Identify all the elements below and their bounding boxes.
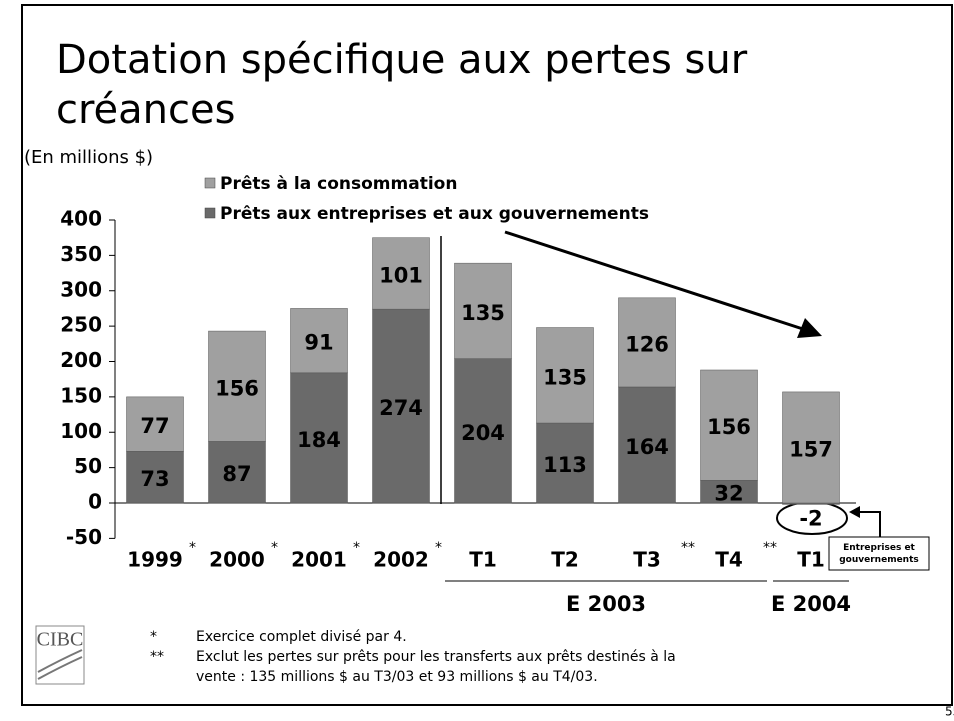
- bar-segment: [290, 308, 348, 374]
- x-tick-label: T4: [715, 548, 743, 572]
- y-tick-label: 200: [60, 348, 102, 372]
- annotation-part: gouvernements: [839, 555, 919, 565]
- legend-label: Prêts à la consommation: [220, 174, 457, 194]
- y-tick-label: 100: [60, 419, 102, 443]
- subtitle: (En millions $): [24, 147, 153, 168]
- bar-segment: [454, 262, 512, 359]
- footnote-symbol: **: [150, 649, 164, 665]
- bar-segment: [536, 422, 594, 504]
- x-tick-label: 2000: [209, 548, 265, 572]
- x-tick-label: T1: [797, 548, 825, 572]
- title-line: créances: [56, 87, 235, 133]
- bar-segment: [208, 330, 266, 442]
- value-label: 274: [379, 396, 423, 420]
- footnote-text: Exercice complet divisé par 4.: [196, 629, 407, 645]
- bar-segment: [372, 237, 430, 310]
- value-label: 91: [304, 331, 333, 355]
- value-label: 135: [543, 365, 587, 389]
- value-label: 157: [789, 437, 833, 461]
- bar-segment: [618, 297, 676, 388]
- value-label: 87: [222, 462, 251, 486]
- value-label: 101: [379, 263, 423, 287]
- footnote-text: Exclut les pertes sur prêts pour les tra…: [196, 649, 676, 665]
- y-tick-label: 50: [74, 454, 102, 478]
- footnote-mark: *: [189, 540, 196, 556]
- bar-segment: [536, 327, 594, 424]
- value-label: 164: [625, 435, 669, 459]
- title-line: Dotation spécifique aux pertes sur: [56, 37, 748, 83]
- legend-swatch: [204, 177, 216, 189]
- y-tick-label: 150: [60, 383, 102, 407]
- trend-arrow: [504, 230, 807, 332]
- arrow-head: [849, 506, 860, 518]
- bar-segment: [126, 396, 184, 452]
- page-number: 55: [945, 705, 954, 719]
- value-label: -2: [799, 506, 822, 530]
- value-label: 73: [140, 467, 169, 491]
- y-tick-label: 250: [60, 313, 102, 337]
- y-tick-label: 300: [60, 277, 102, 301]
- y-tick-label: 350: [60, 242, 102, 266]
- y-tick-label: -50: [66, 525, 102, 549]
- footnote-symbol: *: [150, 629, 157, 645]
- logo-swoosh: [37, 649, 83, 680]
- group-label: E 2004: [771, 592, 851, 616]
- footnote-mark: *: [435, 540, 442, 556]
- logo: CIBC: [37, 629, 84, 651]
- footnote-text: vente : 135 millions $ au T3/03 et 93 mi…: [196, 669, 598, 685]
- x-tick-label: T2: [551, 548, 579, 572]
- footnote-mark: *: [353, 540, 360, 556]
- bar-segment: [126, 451, 184, 504]
- footnote-mark: **: [763, 540, 777, 556]
- group-label: E 2003: [566, 592, 646, 616]
- logo-box: [35, 625, 85, 685]
- value-label: 126: [625, 332, 669, 356]
- x-tick-label: 1999: [127, 548, 183, 572]
- legend-label: Prêts aux entreprises et aux gouvernemen…: [220, 204, 649, 224]
- value-label: 156: [215, 376, 259, 400]
- bar-segment: [208, 441, 266, 504]
- value-label: 184: [297, 428, 341, 452]
- bar-segment: [454, 358, 512, 504]
- value-label: 204: [461, 421, 505, 445]
- value-label: 32: [714, 482, 743, 506]
- bar-segment: [782, 391, 840, 504]
- x-tick-label: 2001: [291, 548, 347, 572]
- bar-segment: [618, 386, 676, 504]
- y-tick-label: 0: [88, 490, 102, 514]
- value-label: 135: [461, 301, 505, 325]
- annotation-box: [828, 536, 930, 571]
- footnote-mark: *: [271, 540, 278, 556]
- annotation-part: Entreprises et: [843, 543, 915, 553]
- annotation-arrow: [858, 511, 881, 537]
- x-tick-label: T1: [469, 548, 497, 572]
- value-label: 113: [543, 453, 587, 477]
- x-tick-label: T3: [633, 548, 661, 572]
- value-label: 77: [140, 414, 169, 438]
- x-tick-label: 2002: [373, 548, 429, 572]
- bar-segment: [372, 308, 430, 504]
- arrow-head: [797, 318, 822, 338]
- y-tick-label: 400: [60, 207, 102, 231]
- slide-frame: [21, 4, 953, 706]
- bar-segment: [700, 369, 758, 481]
- footnote-mark: **: [681, 540, 695, 556]
- value-label: 156: [707, 415, 751, 439]
- annotation: Entreprises et gouvernements: [839, 543, 919, 565]
- legend-swatch: [204, 207, 216, 219]
